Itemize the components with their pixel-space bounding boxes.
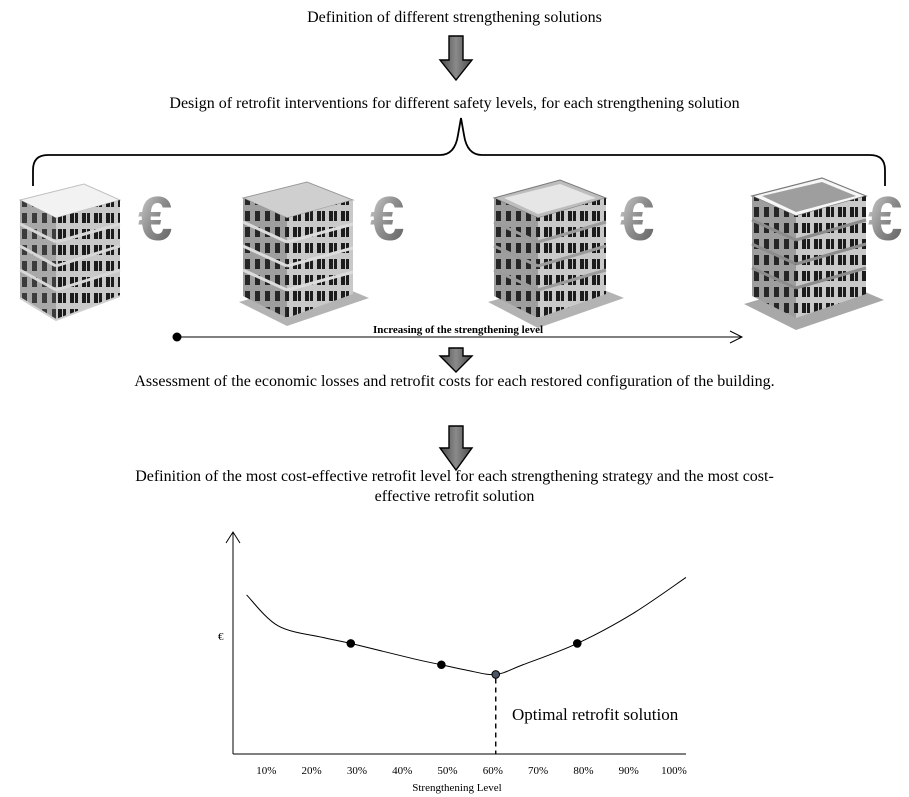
step-3-title: Assessment of the economic losses and re…	[134, 373, 775, 390]
chart-x-label: Strengthening Level	[412, 782, 502, 794]
x-tick-label: 90%	[619, 765, 639, 777]
step-4-title-line1: Definition of the most cost-effective re…	[135, 468, 774, 485]
optimal-annotation: Optimal retrofit solution	[512, 705, 679, 724]
cost-curve	[246, 577, 687, 676]
down-arrow-1	[438, 35, 474, 82]
x-tick-label: 40%	[392, 765, 412, 777]
data-point	[437, 660, 446, 670]
strengthening-level-arrow	[172, 330, 744, 344]
down-arrow-3	[438, 425, 474, 472]
x-tick-label: 20%	[302, 765, 322, 777]
chart-y-axis-arrowhead	[225, 531, 241, 544]
building-1-icon	[18, 183, 122, 322]
chart-y-label: €	[218, 631, 224, 643]
building-3-icon	[488, 179, 624, 328]
down-arrow-2	[438, 347, 474, 373]
x-tick-label: 30%	[347, 765, 367, 777]
optimal-point	[491, 670, 501, 679]
x-tick-label: 50%	[437, 765, 457, 777]
building-2-icon	[239, 181, 369, 326]
curly-brace	[32, 117, 886, 186]
euro-icon-1: €	[138, 185, 172, 254]
x-tick-label: 60%	[483, 765, 503, 777]
step-4-title-line2: effective retrofit solution	[374, 488, 535, 505]
x-tick-label: 10%	[256, 765, 276, 777]
building-4-icon	[744, 177, 884, 330]
data-point	[572, 639, 582, 648]
strengthening-level-label: Increasing of the strengthening level	[373, 324, 543, 336]
step-1-title: Definition of different strengthening so…	[307, 9, 602, 26]
data-point	[346, 639, 356, 648]
step-2-title: Design of retrofit interventions for dif…	[169, 95, 740, 112]
x-tick-label: 70%	[528, 765, 548, 777]
euro-icon-3: €	[620, 185, 654, 254]
euro-icon-4: €	[868, 185, 902, 254]
cost-chart: € Strengthening Level 10% 20% 30% 40% 50% 60%…	[218, 531, 687, 794]
euro-icon-2: €	[370, 185, 404, 254]
x-tick-label: 100%	[661, 765, 687, 777]
x-tick-label: 80%	[573, 765, 593, 777]
